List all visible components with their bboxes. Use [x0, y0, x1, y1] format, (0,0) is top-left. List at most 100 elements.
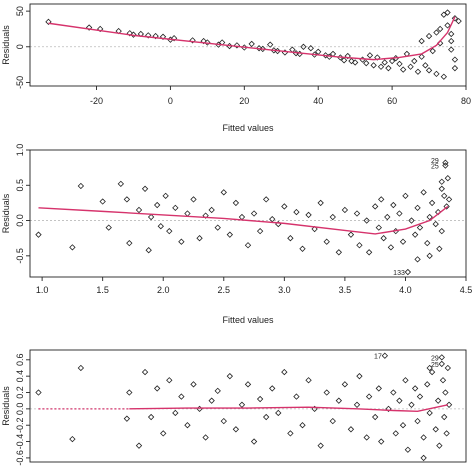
y-tick-label: 0.2 [15, 386, 25, 399]
y-tick-label: 0.0 [15, 403, 25, 416]
data-point [365, 249, 373, 256]
data-point [370, 62, 377, 69]
data-point [269, 385, 276, 392]
data-point [238, 213, 246, 221]
data-point [426, 409, 433, 417]
x-tick-label: 60 [387, 96, 397, 106]
data-point [232, 199, 240, 207]
data-point [375, 385, 382, 392]
y-tick-label: -0.2 [15, 417, 25, 433]
data-point [444, 364, 451, 372]
data-point [424, 381, 431, 388]
data-point [390, 201, 397, 209]
plot-frame [29, 349, 467, 463]
y-tick-label: 1.0 [15, 144, 25, 157]
data-point [299, 422, 306, 429]
residual-plot-1: -50 0 50 -20 0 20 40 60 80 Residuals Fitted values [1, 3, 471, 133]
data-point [414, 256, 421, 263]
y-tick-label: 0.4 [15, 370, 25, 383]
data-point [451, 65, 459, 72]
data-point [420, 454, 427, 462]
data-point [428, 368, 436, 376]
data-point [45, 18, 52, 25]
data-point [166, 227, 173, 235]
data-point [440, 73, 447, 80]
data-point [402, 192, 409, 200]
data-point [208, 397, 215, 404]
data-point [418, 37, 425, 45]
data-point [411, 231, 419, 238]
data-point [85, 24, 93, 31]
data-point [214, 224, 221, 231]
data-point [256, 395, 264, 403]
data-point [204, 39, 211, 46]
data-point [322, 52, 329, 59]
data-point [77, 364, 85, 372]
data-point [426, 252, 433, 259]
data-point [390, 389, 397, 396]
data-point [442, 389, 449, 396]
data-point [145, 247, 152, 254]
data-point [341, 381, 349, 388]
data-point [444, 22, 451, 29]
data-point [388, 57, 396, 65]
data-point [250, 438, 258, 445]
data-point [351, 59, 359, 66]
data-point [385, 405, 392, 413]
data-point [380, 235, 387, 242]
data-point [396, 397, 403, 404]
data-point [178, 393, 185, 400]
data-point [399, 422, 407, 429]
data-point [378, 438, 385, 445]
data-point [256, 227, 264, 235]
data-point [438, 185, 445, 192]
data-point [432, 220, 439, 228]
data-point [378, 196, 385, 203]
data-point [414, 417, 421, 425]
data-point [35, 389, 42, 396]
data-point [428, 199, 436, 207]
data-point [436, 442, 443, 449]
data-point [299, 245, 306, 252]
plot-frame [29, 149, 467, 278]
data-point [440, 11, 447, 18]
data-point [178, 238, 185, 245]
data-point [359, 56, 366, 63]
data-point [35, 231, 42, 238]
x-tick-label: 1.5 [96, 285, 109, 295]
data-point [263, 196, 270, 203]
data-point [381, 352, 389, 359]
x-axis-title: Fitted values [222, 123, 274, 133]
x-tick-label: 80 [461, 96, 471, 106]
data-point [387, 244, 395, 251]
data-point [162, 192, 169, 200]
data-point [263, 413, 270, 421]
data-point [323, 389, 330, 396]
data-point [348, 57, 355, 65]
data-point [375, 224, 382, 231]
data-point [385, 65, 392, 72]
data-point [353, 210, 361, 217]
data-point [232, 426, 240, 433]
data-point [374, 54, 381, 61]
data-point [411, 385, 419, 392]
x-tick-label: 2.5 [218, 285, 231, 295]
data-point [451, 56, 459, 63]
data-point [433, 70, 440, 78]
data-point [363, 217, 370, 224]
y-tick-label: 0 [15, 44, 25, 49]
data-point [323, 238, 330, 245]
data-point [442, 159, 449, 166]
x-tick-label: 4.5 [460, 285, 473, 295]
data-point [293, 208, 300, 216]
data-point [416, 393, 424, 400]
data-point [130, 31, 137, 38]
data-point [97, 25, 104, 33]
data-point [250, 210, 258, 217]
data-point [281, 368, 288, 376]
data-point [400, 66, 407, 73]
data-point [135, 206, 143, 214]
data-point [287, 235, 294, 242]
